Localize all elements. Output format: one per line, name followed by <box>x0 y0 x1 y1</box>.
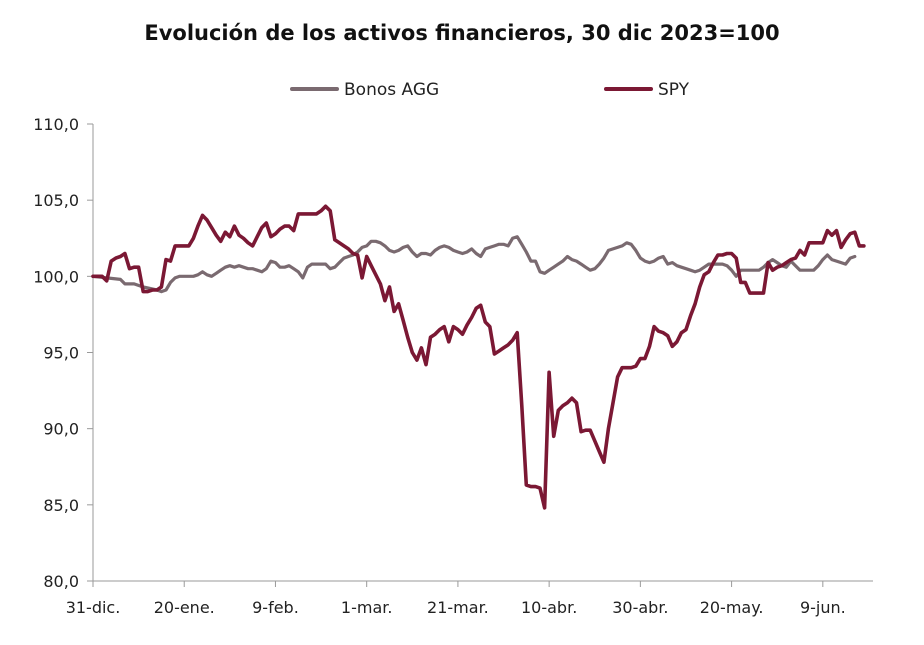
x-tick-label: 31-dic. <box>66 598 121 617</box>
y-tick-label: 100,0 <box>33 267 79 286</box>
x-tick-label: 21-mar. <box>427 598 489 617</box>
y-tick-label: 90,0 <box>43 420 79 439</box>
y-tick-label: 80,0 <box>43 572 79 591</box>
x-tick-label: 10-abr. <box>521 598 577 617</box>
chart-title: Evolución de los activos financieros, 30… <box>144 21 779 45</box>
x-tick-label: 30-abr. <box>612 598 668 617</box>
x-tick-label: 1-mar. <box>341 598 393 617</box>
x-tick-label: 20-ene. <box>154 598 215 617</box>
legend-label-bonos-agg: Bonos AGG <box>344 80 439 100</box>
series-line-spy <box>91 204 866 510</box>
y-tick-label: 95,0 <box>43 344 79 363</box>
x-axis: 31-dic. 20-ene. 9-feb. 1-mar. 21-mar. 10-abr.… <box>66 580 873 617</box>
y-tick-label: 85,0 <box>43 496 79 515</box>
y-tick-label: 110,0 <box>33 115 79 134</box>
legend: Bonos AGG SPY <box>290 80 690 100</box>
x-tick-label: 9-feb. <box>252 598 299 617</box>
series-line-bonos-agg <box>91 235 857 294</box>
x-tick-label: 20-may. <box>700 598 764 617</box>
y-tick-label: 105,0 <box>33 191 79 210</box>
series-layer <box>91 204 866 510</box>
y-axis: 80,0 85,0 90,0 95,0 100,0 105,0 110,0 <box>33 115 94 591</box>
x-tick-label: 9-jun. <box>800 598 846 617</box>
legend-label-spy: SPY <box>658 80 690 100</box>
